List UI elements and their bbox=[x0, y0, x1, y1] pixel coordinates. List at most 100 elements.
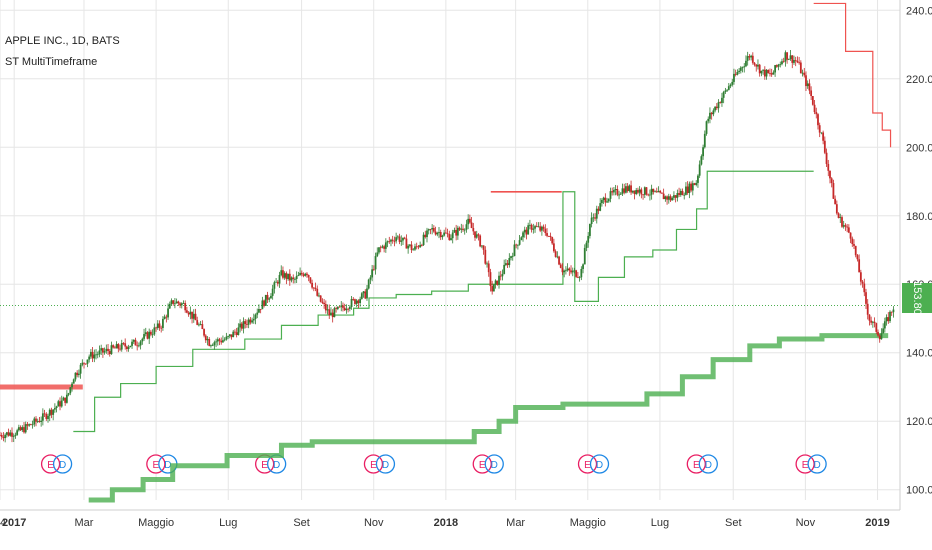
candle-body bbox=[436, 232, 439, 235]
candle-body bbox=[431, 228, 434, 230]
candle-body bbox=[739, 67, 742, 71]
candle-body bbox=[204, 335, 207, 341]
candle-body bbox=[420, 244, 423, 246]
candle-body bbox=[333, 308, 336, 318]
candle-body bbox=[64, 397, 67, 403]
candle-body bbox=[441, 235, 444, 238]
candle-body bbox=[96, 354, 99, 356]
candle-body bbox=[846, 226, 849, 228]
candle-body bbox=[288, 273, 291, 281]
candle-body bbox=[177, 301, 180, 304]
candle-body bbox=[522, 232, 524, 238]
candle-body bbox=[444, 232, 447, 234]
candle-body bbox=[832, 183, 835, 199]
candle-body bbox=[523, 229, 526, 233]
candle-body bbox=[554, 251, 557, 257]
candle-body bbox=[2, 436, 5, 439]
candle-body bbox=[853, 244, 855, 246]
candle-body bbox=[355, 300, 358, 304]
candle-body bbox=[772, 72, 775, 75]
candle-body bbox=[810, 90, 813, 97]
candle-body bbox=[115, 344, 118, 349]
candle-body bbox=[271, 288, 274, 296]
candle-body bbox=[328, 309, 331, 315]
candle-body bbox=[460, 228, 463, 230]
candle-body bbox=[830, 178, 833, 184]
candle-body bbox=[48, 409, 51, 416]
candle-body bbox=[710, 112, 713, 115]
candle-body bbox=[650, 188, 653, 195]
x-tick-label: Maggio bbox=[570, 517, 606, 529]
candle-body bbox=[84, 363, 87, 365]
candle-body bbox=[733, 73, 735, 82]
candle-body bbox=[348, 306, 351, 309]
candle-body bbox=[170, 300, 173, 305]
x-tick-label: 2017 bbox=[2, 517, 26, 529]
candle-body bbox=[880, 333, 883, 340]
candle-body bbox=[268, 298, 271, 300]
candle-body bbox=[384, 242, 387, 249]
candle-body bbox=[496, 280, 499, 285]
candle-body bbox=[774, 65, 777, 73]
candle-body bbox=[213, 342, 216, 346]
candle-body bbox=[408, 244, 411, 246]
candle-body bbox=[513, 244, 516, 256]
candle-body bbox=[839, 217, 842, 218]
candle-body bbox=[551, 237, 554, 244]
candle-body bbox=[264, 294, 267, 306]
candle-body bbox=[163, 316, 166, 319]
candle-body bbox=[796, 60, 799, 63]
candle-body bbox=[379, 247, 382, 249]
candle-body bbox=[750, 55, 753, 58]
candle-body bbox=[775, 65, 778, 67]
candle-body bbox=[863, 283, 866, 293]
candle-body bbox=[415, 246, 418, 248]
candle-body bbox=[482, 245, 485, 250]
candle-body bbox=[414, 246, 416, 250]
candle-body bbox=[395, 237, 398, 242]
candle-body bbox=[662, 193, 665, 200]
candle-body bbox=[480, 245, 483, 247]
candle-body bbox=[808, 83, 811, 91]
candle-body bbox=[721, 97, 723, 103]
candle-body bbox=[35, 418, 37, 422]
candle-body bbox=[297, 275, 300, 276]
candle-body bbox=[405, 238, 408, 249]
candle-body bbox=[331, 312, 334, 318]
candle-body bbox=[465, 224, 468, 230]
candle-body bbox=[98, 350, 101, 355]
candle-body bbox=[633, 190, 636, 195]
candle-body bbox=[86, 359, 89, 364]
candle-body bbox=[661, 192, 663, 194]
candle-body bbox=[647, 194, 650, 196]
candle-body bbox=[784, 52, 787, 62]
candle-body bbox=[228, 334, 231, 337]
candle-body bbox=[191, 311, 193, 319]
candle-body bbox=[230, 334, 233, 338]
candle-body bbox=[530, 224, 533, 230]
candle-body bbox=[319, 295, 322, 302]
candle-body bbox=[859, 272, 862, 282]
candle-body bbox=[727, 86, 730, 90]
candle-body bbox=[26, 424, 29, 426]
candle-body bbox=[556, 256, 559, 258]
candle-body bbox=[618, 194, 620, 196]
candle-body bbox=[851, 238, 854, 245]
candle-body bbox=[697, 175, 699, 183]
candle-body bbox=[655, 191, 658, 193]
candle-body bbox=[626, 186, 629, 191]
candle-body bbox=[239, 323, 241, 328]
candle-body bbox=[714, 106, 716, 111]
candle-body bbox=[743, 66, 746, 68]
candle-body bbox=[14, 434, 17, 436]
candle-body bbox=[609, 191, 612, 199]
candle-body bbox=[324, 304, 327, 311]
candle-body bbox=[227, 336, 229, 337]
candle-body bbox=[16, 430, 19, 435]
candle-body bbox=[222, 340, 224, 343]
candle-body bbox=[410, 244, 413, 251]
candle-body bbox=[369, 277, 372, 280]
candle-body bbox=[400, 240, 403, 242]
candle-body bbox=[254, 314, 257, 320]
